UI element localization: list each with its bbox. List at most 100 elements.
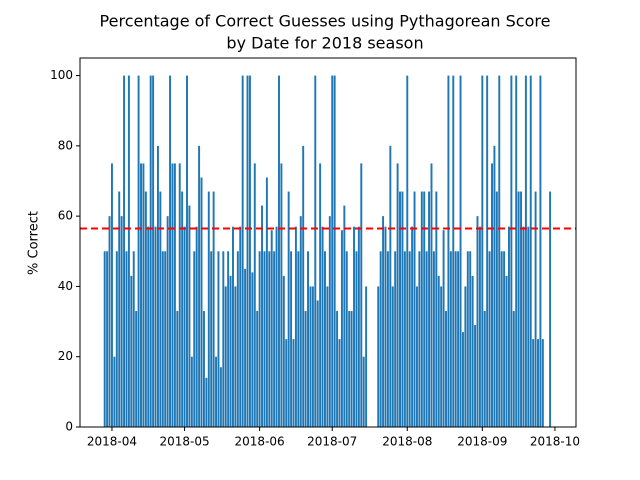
y-tick-label: 80 [58,138,73,152]
bar [241,75,244,428]
bar [336,311,339,427]
bar [292,339,295,427]
bar [510,75,513,428]
bar [251,272,254,427]
bar [207,191,210,427]
bar [200,177,203,427]
bar [193,251,196,427]
bar [389,145,392,427]
bar [166,216,169,427]
bar [331,75,334,428]
bar [307,251,309,427]
bar [532,339,535,427]
bar [282,275,285,427]
bar [399,191,401,427]
bar [156,145,159,427]
bar [488,251,491,427]
bar [125,251,128,427]
bar [287,191,290,427]
bar [229,275,232,427]
bar [549,191,552,427]
bar [471,275,474,427]
bar [539,75,542,428]
bar [137,75,140,428]
bar [418,251,421,427]
bar [202,311,205,427]
bar [227,251,230,427]
bar [333,75,336,428]
bar [524,75,527,428]
bar [120,216,123,427]
bar [132,251,135,427]
bar [212,191,215,427]
bar [379,251,382,427]
bar [302,145,305,427]
bar [435,191,438,427]
bar [130,275,133,427]
bar [118,191,121,427]
bar [246,75,249,428]
bar [108,216,111,427]
bar [190,356,193,427]
chart-title: Percentage of Correct Guesses using Pyth… [100,12,551,31]
bar [386,251,389,427]
bar [437,275,440,427]
bar [353,226,355,427]
bar [360,163,363,427]
bar [408,251,411,427]
bar [285,339,288,427]
bar [186,75,188,428]
bar [415,286,418,427]
chart-title: by Date for 2018 season [226,34,423,53]
bar [338,339,341,427]
bar [319,163,322,427]
bar [181,191,184,427]
bar [401,191,404,427]
bar [265,177,268,427]
bar [297,251,300,427]
bar [195,226,198,427]
bar [406,75,409,428]
bar [314,75,317,428]
bar [113,356,116,427]
bar [171,163,174,427]
x-tick-label: 2018-06 [235,435,285,449]
bar [529,75,532,428]
bar [537,339,539,427]
bar [515,75,518,428]
bar [198,145,201,427]
bar [106,251,109,427]
bar [248,75,251,428]
bar [188,205,191,427]
bar [103,251,106,427]
bar [261,205,264,427]
bar [420,191,423,427]
bar [491,163,493,427]
bar [517,191,520,427]
bar [430,163,433,427]
bar [493,145,496,427]
bar [452,75,455,428]
bar [258,251,261,427]
bar [478,226,481,427]
bar [425,251,428,427]
bar [127,75,130,428]
bar [140,163,142,427]
bar [520,191,523,427]
bar [263,251,266,427]
bar [311,286,314,427]
bar [178,163,181,427]
bar [350,311,353,427]
bar [466,251,469,427]
bar [299,216,302,427]
bar [357,226,360,427]
bar [161,251,164,427]
y-tick-label: 20 [58,349,73,363]
bar [343,205,346,427]
bar [149,75,152,428]
bar [476,216,479,427]
bar [256,311,259,427]
bar [144,191,147,427]
bar [135,311,138,427]
